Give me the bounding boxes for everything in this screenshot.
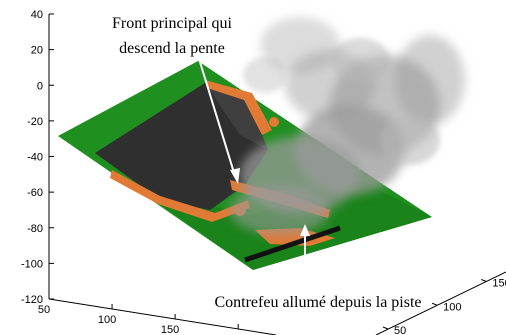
annotation-front-line2: descend la pente: [119, 40, 225, 57]
front-arrow: [199, 61, 236, 177]
z-tick-label: 40: [31, 9, 43, 21]
z-tick-label: -60: [27, 187, 43, 199]
smoke-puff: [260, 17, 340, 73]
x-axis-ticks: 50100150200: [38, 294, 242, 335]
y-tick-label: 50: [394, 325, 406, 335]
y-tick-label: 150: [492, 278, 506, 290]
front-arrow-head: [230, 168, 240, 184]
smoke-puff: [243, 57, 287, 93]
burned-area-edge: [205, 83, 268, 150]
smoke-puff: [230, 185, 330, 235]
x-tick-label: 50: [38, 304, 50, 316]
burned-area: [95, 83, 268, 210]
annotation-contrefeu: Contrefeu allumé depuis la piste: [214, 294, 421, 311]
z-tick-label: 0: [37, 80, 43, 92]
z-tick-label: -40: [27, 152, 43, 164]
z-tick-label: -120: [21, 294, 43, 306]
contrefeu-arrow-head: [300, 224, 310, 236]
y-axis-line: [375, 271, 506, 335]
y-tick-mark: [431, 302, 438, 306]
smoke-puff: [330, 38, 390, 82]
smoke-puff: [380, 115, 440, 165]
annotation-front-line1: Front principal qui: [112, 15, 233, 32]
fire-front-upper: [205, 80, 272, 135]
y-tick-label: 100: [443, 301, 461, 313]
x-tick-label: 100: [98, 314, 116, 326]
smoke-plume: [230, 17, 465, 235]
smoke-puff: [395, 35, 465, 125]
y-tick-mark: [481, 279, 487, 282]
z-tick-label: 20: [31, 45, 43, 57]
x-tick-label: 150: [161, 324, 179, 335]
z-tick-label: -20: [27, 116, 43, 128]
y-tick-mark: [382, 326, 389, 330]
z-tick-label: -100: [21, 258, 43, 270]
track-piste: [244, 225, 341, 263]
z-tick-label: -80: [27, 223, 43, 235]
z-axis-ticks: 40 20 0 -20 -40 -60 -80 -100 -120: [21, 9, 54, 306]
fire-spot: [269, 117, 279, 127]
y-axis-ticks: 50 100 150: [382, 278, 506, 335]
